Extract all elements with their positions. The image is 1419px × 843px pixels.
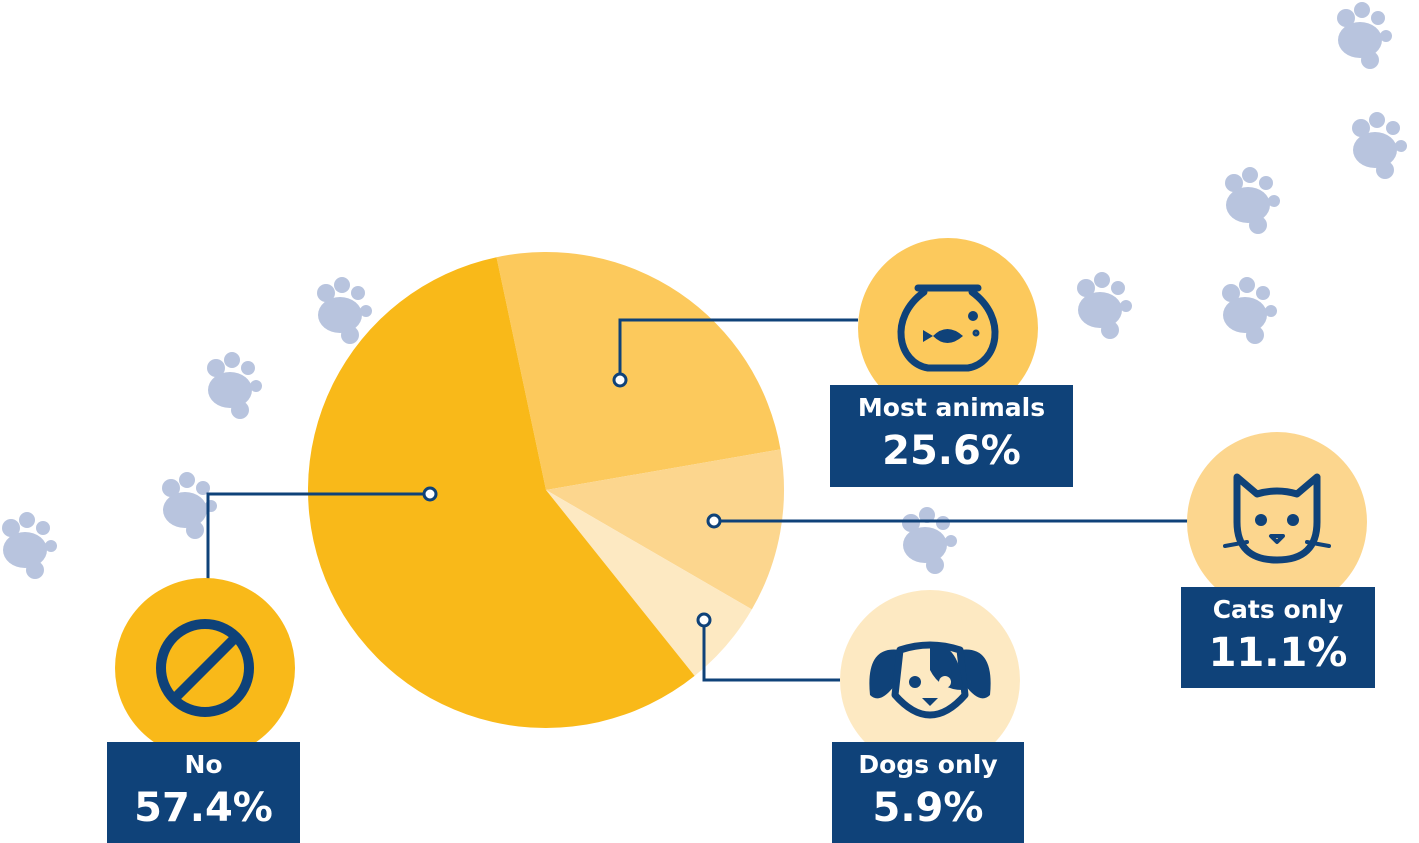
icon-part <box>923 329 963 343</box>
label-box <box>832 742 1024 843</box>
icon-part <box>1223 534 1331 548</box>
slice <box>496 252 781 490</box>
icon-part <box>939 676 951 688</box>
leader-dot <box>612 372 628 388</box>
value-label: 5.9% <box>873 785 984 831</box>
leader-dot <box>422 486 438 502</box>
leader-line <box>702 620 840 682</box>
icon <box>869 641 991 719</box>
icon-part <box>891 641 969 719</box>
leader-line <box>618 318 858 380</box>
label-box <box>830 385 1073 487</box>
category-label: Most animals <box>858 393 1045 422</box>
labels: Most animals 25.6% Cats only 11.1% Dogs only… <box>107 238 1375 843</box>
icon-part <box>170 633 240 703</box>
label-box <box>1181 587 1375 688</box>
icon <box>1223 473 1331 564</box>
icon-circle <box>1187 432 1367 612</box>
icon-part <box>972 329 980 337</box>
leader-dot <box>706 513 722 529</box>
icon <box>897 284 999 372</box>
icon-part <box>922 698 938 706</box>
category-label: Cats only <box>1213 595 1344 624</box>
icon-part <box>1233 473 1321 564</box>
slice <box>546 449 784 610</box>
icon-part <box>1287 514 1299 526</box>
leader-dot <box>696 612 712 628</box>
icon <box>156 619 254 717</box>
icon-part <box>869 649 991 699</box>
icon-part <box>930 643 963 690</box>
slice <box>308 257 695 728</box>
icon-part <box>968 311 978 321</box>
value-label: 25.6% <box>882 428 1021 474</box>
icon-circle <box>858 238 1038 418</box>
icon-part <box>156 619 254 717</box>
icon-part <box>909 676 921 688</box>
category-label: No <box>184 750 222 779</box>
leader-line <box>206 492 430 595</box>
value-label: 11.1% <box>1209 630 1348 676</box>
pie <box>308 252 784 728</box>
icon-part <box>1255 514 1267 526</box>
category-label: Dogs only <box>858 750 997 779</box>
icon-circle <box>840 590 1020 770</box>
value-label: 57.4% <box>134 785 273 831</box>
slice <box>546 490 752 676</box>
icon-part <box>897 284 999 372</box>
label-box <box>107 742 300 843</box>
